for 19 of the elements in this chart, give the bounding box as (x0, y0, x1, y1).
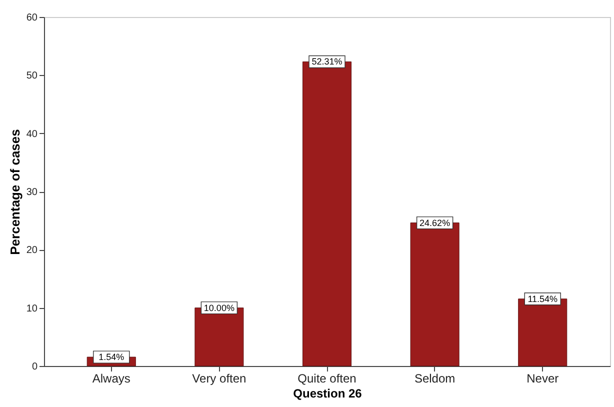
y-tick-label: 20 (26, 245, 38, 256)
y-tick-label: 60 (26, 12, 38, 24)
x-tick-label: Never (526, 372, 559, 386)
x-tick-label: Always (92, 372, 130, 386)
y-tick-label: 40 (26, 128, 38, 140)
y-axis-title: Percentage of cases (7, 129, 22, 255)
x-tick-label: Quite often (298, 372, 356, 386)
y-tick-label: 50 (26, 70, 38, 82)
data-label: 1.54% (98, 352, 124, 362)
x-tick-label: Seldom (414, 372, 456, 386)
data-label: 11.54% (528, 294, 558, 304)
data-label: 10.00% (204, 302, 234, 313)
x-tick-label: Very often (192, 372, 246, 386)
y-tick-label: 0 (32, 362, 38, 372)
data-label: 24.62% (420, 218, 450, 228)
y-tick-label: 30 (26, 187, 38, 198)
x-axis-title: Question 26 (293, 386, 362, 400)
y-tick-label: 10 (26, 303, 38, 314)
data-label: 52.31% (312, 56, 342, 67)
